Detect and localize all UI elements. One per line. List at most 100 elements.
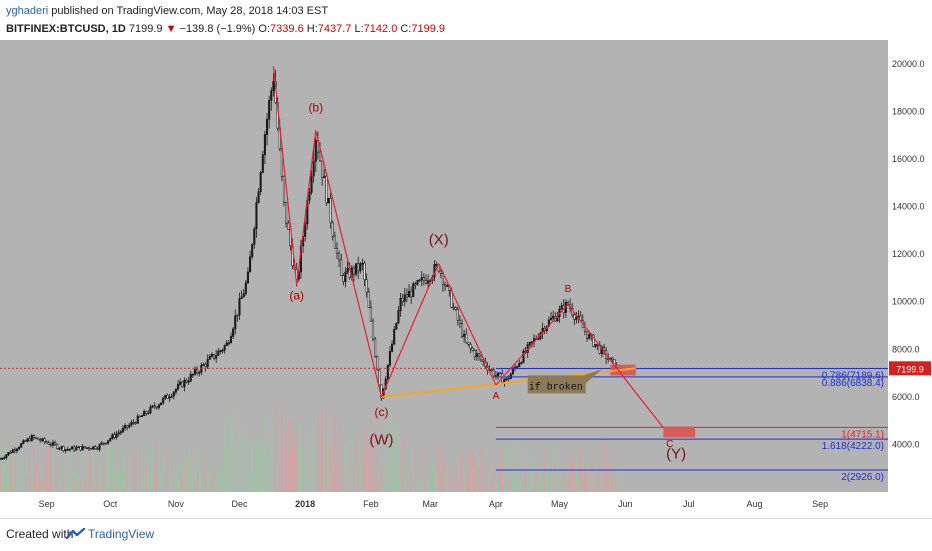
candle [157,404,160,408]
plot-area[interactable] [0,40,888,492]
volume-bar [122,444,124,492]
volume-bar [279,434,281,492]
candle [499,372,502,375]
candle [66,448,69,451]
volume-bar [471,453,474,492]
volume-bar [414,448,417,492]
volume-bar [611,456,614,492]
wave-segment [296,130,317,286]
candle [463,333,466,337]
volume-bar [86,447,88,492]
volume-bar [113,477,116,492]
volume-bar [179,483,181,492]
candle [365,279,368,293]
volume-bar [340,422,342,492]
candle [388,351,392,366]
candle [530,341,534,343]
time-axis[interactable] [0,492,888,518]
candle [206,359,209,367]
candle [323,175,326,178]
volume-bar [232,403,234,492]
candle [522,350,525,363]
candle [458,319,461,324]
volume-bar [3,450,5,492]
candle [96,448,99,451]
candle [573,314,576,320]
price-axis[interactable] [888,40,932,492]
candle [37,437,40,441]
candle [490,369,493,371]
wave-label: (b) [308,100,323,114]
candle [151,405,154,408]
fib-level-label: 2(2926.0) [841,472,884,483]
volume-bar [20,450,22,492]
candle [352,267,355,275]
volume-bar [270,443,273,492]
volume-bar [520,441,523,492]
volume-bar [16,479,18,492]
candle [121,427,124,432]
candle [236,314,239,317]
candle [18,447,21,450]
candle [115,433,118,438]
candle [518,363,521,367]
author-link[interactable]: yghaderi [6,5,49,17]
volume-bar [558,465,561,492]
candle [166,394,169,399]
candle [45,441,48,444]
volume-bar [552,443,554,492]
volume-bar [151,443,154,492]
volume-bar [52,447,54,492]
volume-bar [584,468,586,492]
volume-bar [440,452,442,492]
open-label: O: [258,23,271,35]
volume-bar [24,477,27,492]
x-tick-label: Feb [363,499,379,509]
volume-bar [31,459,33,492]
candle [85,447,88,449]
price-chart[interactable]: 0.786(7189.6)0.886(6838.4) 1(4715.1)1.618… [0,40,932,518]
volume-bar [609,467,612,492]
candle [475,353,478,357]
volume-bar [378,473,381,492]
volume-bar [209,460,211,492]
volume-bar [206,477,209,492]
callout-text: if broken [529,381,583,393]
candle [221,349,224,352]
volume-bar [26,457,29,492]
volume-bar [289,452,292,492]
candle [202,364,205,366]
volume-bar [240,437,243,492]
volume-bar [365,427,368,492]
candle [452,307,455,309]
wave-label: A [493,391,500,402]
candle [5,454,8,458]
volume-bar [137,479,139,492]
volume-bar [565,475,567,492]
wave-segment [616,367,664,429]
candle [401,297,404,302]
tradingview-link[interactable]: TradingView [88,527,155,541]
volume-bar [493,464,495,492]
candle [335,247,339,254]
candle [149,406,152,414]
volume-bar [200,471,203,492]
candle [181,381,184,388]
volume-bar [84,471,86,492]
volume-bar [452,462,455,492]
volume-bar [613,480,616,492]
candle [397,310,400,324]
candle [140,415,144,418]
volume-bar [363,451,366,492]
candle [446,285,449,287]
axis-labels-layer: 7199.9 20000.0 18000.0 16000.0 14000.0 12000.… [39,59,931,509]
volume-bar [300,444,302,492]
volume-bar [370,436,372,492]
volume-bar [166,446,169,492]
candle [333,235,336,249]
candle [49,444,52,446]
volume-bar [266,462,268,492]
volume-bar [615,468,618,492]
volume-bar [22,474,25,492]
volume-bar [94,479,97,492]
